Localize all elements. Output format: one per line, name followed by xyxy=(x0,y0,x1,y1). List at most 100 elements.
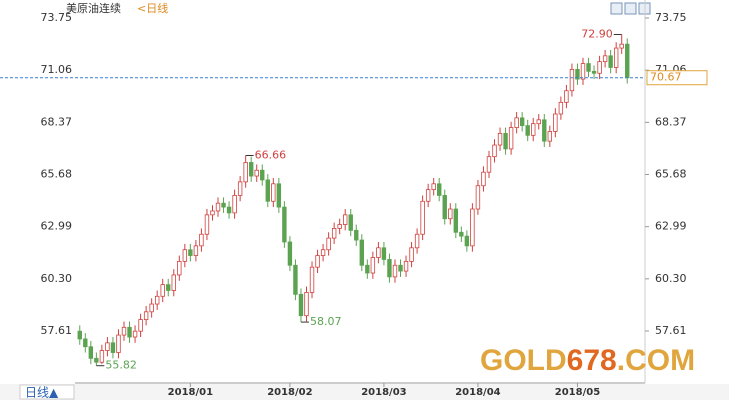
candle-body xyxy=(265,179,270,202)
watermark-part: 678 xyxy=(567,344,617,377)
candle-body xyxy=(569,68,575,92)
candle-body xyxy=(215,202,221,212)
candle-body xyxy=(293,264,298,295)
candle-body xyxy=(409,247,414,262)
candle-body xyxy=(248,162,254,177)
annotation-label: 55.82 xyxy=(105,359,137,372)
candle-body xyxy=(287,241,293,266)
candle-body xyxy=(381,247,387,260)
candle-body xyxy=(625,43,630,79)
annotation-label: 72.90 xyxy=(581,27,613,40)
x-tick-label: 2018/03 xyxy=(361,387,406,398)
candle-body xyxy=(597,61,602,74)
candle-body xyxy=(232,195,237,214)
candle-body xyxy=(343,214,348,225)
candle-body xyxy=(83,338,88,348)
candle-body xyxy=(497,132,503,146)
candle-body xyxy=(110,342,116,353)
candle-body xyxy=(271,183,276,202)
candle-body xyxy=(309,266,315,293)
candle-body xyxy=(337,224,342,229)
candle-body xyxy=(298,293,304,317)
candle-body xyxy=(348,214,353,231)
candle-body xyxy=(149,303,154,313)
candle-body xyxy=(536,119,541,125)
candle-body xyxy=(481,171,486,187)
candle-body xyxy=(331,228,337,239)
y-tick-label: 57.61 xyxy=(655,324,687,337)
candle-body xyxy=(88,346,94,359)
candle-body xyxy=(160,284,165,297)
candle-body xyxy=(514,117,519,128)
candle-body xyxy=(442,195,447,220)
watermark-part: GOLD xyxy=(480,344,567,377)
y-tick-label: 62.99 xyxy=(655,220,687,233)
candle-body xyxy=(105,342,110,351)
candle-body xyxy=(558,101,564,115)
candle-body xyxy=(553,113,558,132)
x-tick-label: 2018/05 xyxy=(555,387,600,398)
x-tick-label: 2018/01 xyxy=(168,387,213,398)
candle-body xyxy=(204,214,210,235)
candle-body xyxy=(376,247,381,258)
candle-body xyxy=(199,233,204,247)
y-tick-label: 65.68 xyxy=(41,168,73,181)
candle-body xyxy=(431,183,436,191)
candle-body xyxy=(547,131,553,142)
candle-body xyxy=(315,255,320,268)
candle-body xyxy=(459,231,464,237)
candle-body xyxy=(448,208,453,220)
candle-body xyxy=(608,55,613,68)
candle-body xyxy=(237,181,243,196)
candle-body xyxy=(464,235,470,247)
candle-body xyxy=(531,123,536,136)
tool-button[interactable] xyxy=(624,2,637,15)
candle-body xyxy=(403,260,409,272)
candle-body xyxy=(116,334,121,353)
y-tick-label: 57.61 xyxy=(41,324,73,337)
y-tick-label: 65.68 xyxy=(655,168,687,181)
candle-body xyxy=(320,249,326,256)
candle-body xyxy=(492,144,497,158)
period-selector[interactable]: <日线 xyxy=(137,1,168,15)
watermark-part: .COM xyxy=(617,344,695,377)
candle-body xyxy=(243,162,248,183)
annotation-label: 58.07 xyxy=(310,315,342,328)
candle-body xyxy=(154,295,160,305)
candle-body xyxy=(613,47,619,68)
y-tick-label: 60.30 xyxy=(41,272,73,285)
candle-body xyxy=(99,350,105,363)
candle-body xyxy=(453,208,459,233)
candle-body xyxy=(166,284,171,291)
candle-body xyxy=(221,202,226,208)
candle-body xyxy=(486,156,492,173)
candle-body xyxy=(260,169,265,181)
candle-body xyxy=(94,357,99,363)
candle-body xyxy=(182,249,188,262)
candle-body xyxy=(414,233,420,249)
period-menu[interactable]: 日线▲ xyxy=(25,386,59,400)
candle-body xyxy=(591,70,597,74)
candle-body xyxy=(420,200,425,235)
candle-body xyxy=(276,183,282,208)
footer-bar xyxy=(0,384,729,400)
candle-body xyxy=(77,330,82,340)
candle-body xyxy=(143,311,149,320)
candle-body xyxy=(226,206,232,214)
candle-body xyxy=(564,90,569,103)
candle-body xyxy=(210,210,215,216)
candle-body xyxy=(503,132,508,150)
period-menu-box[interactable] xyxy=(19,384,75,400)
candle-body xyxy=(542,119,547,142)
candle-body xyxy=(354,229,359,241)
candle-body xyxy=(525,125,530,136)
candle-body xyxy=(171,274,176,291)
tool-button[interactable] xyxy=(610,2,623,15)
chart-title: 美原油连续 xyxy=(66,1,121,15)
candle-body xyxy=(619,43,624,49)
y-tick-label: 71.06 xyxy=(41,63,73,76)
candle-body xyxy=(132,330,138,338)
candle-body xyxy=(475,185,481,210)
